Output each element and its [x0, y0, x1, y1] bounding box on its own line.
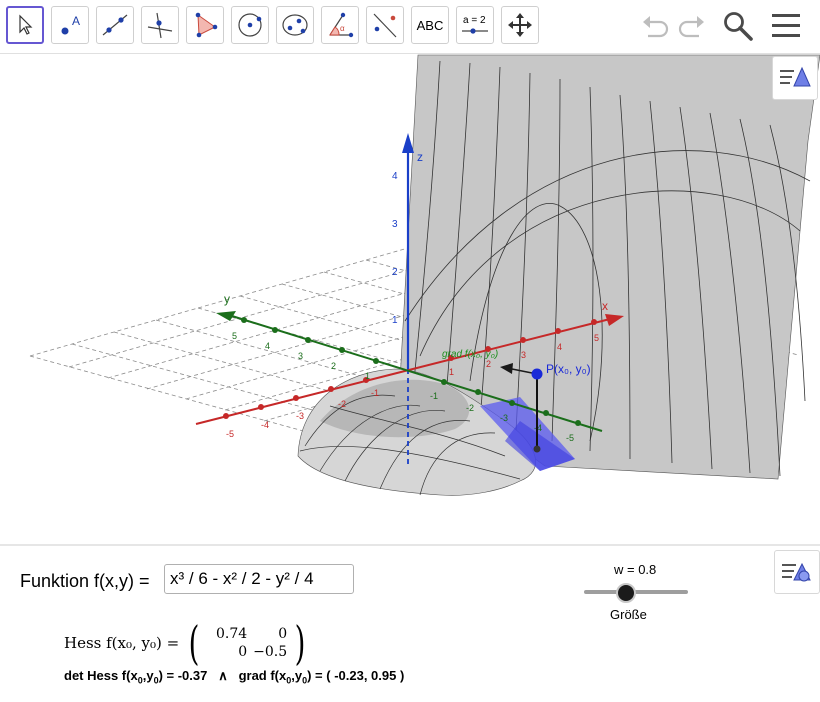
slider-track[interactable]	[584, 590, 688, 594]
main-menu-icon[interactable]	[770, 10, 802, 42]
det-label: det Hess f(x	[64, 668, 138, 683]
z-tick-3: 3	[392, 219, 398, 230]
toolbar: A α ABC a = 2	[0, 0, 820, 52]
z-tick-2: 2	[392, 267, 398, 278]
circle-icon	[238, 13, 262, 37]
angle-tool-button[interactable]: α	[321, 6, 359, 44]
slider-caption: Größe	[610, 607, 647, 622]
hess-matrix-row: Hess f(x₀, y₀) = ( 0.74 0 0 −0.5 )	[64, 620, 309, 666]
dome-mesh-lines	[299, 394, 521, 496]
y-tick-neg4: -4	[534, 423, 542, 433]
polygon-icon	[195, 12, 218, 38]
y-axis-label: y	[224, 292, 230, 306]
graphics-style-bar-toggle[interactable]	[772, 56, 818, 100]
x-tick-neg3: -3	[296, 411, 304, 421]
point-p[interactable]: P(x₀, y₀)	[531, 362, 591, 453]
x-tick-neg4: -4	[261, 420, 269, 430]
point-icon: A	[61, 14, 80, 35]
text-tool-button[interactable]: ABC	[411, 6, 449, 44]
algebra-style-bar-toggle[interactable]	[774, 550, 820, 594]
surface-shadow	[320, 379, 470, 438]
hess-matrix: ( 0.74 0 0 −0.5 )	[188, 616, 306, 670]
angle-icon: α	[329, 12, 354, 38]
move-tool-button[interactable]	[6, 6, 44, 44]
det-value: ) = -0.37	[158, 668, 208, 683]
grad-label: grad f(x₀, y₀)	[442, 349, 498, 360]
z-tick-4: 4	[392, 171, 398, 182]
y-tick-neg2: -2	[466, 403, 474, 413]
y-tick-1: 1	[365, 371, 370, 381]
line-tool-button[interactable]	[96, 6, 134, 44]
slider-tool-label: a = 2	[463, 15, 486, 26]
x-tick-5: 5	[594, 333, 599, 343]
point-tool-button[interactable]: A	[51, 6, 89, 44]
x-tick-4: 4	[557, 342, 562, 352]
line-icon	[102, 14, 128, 36]
slider-value-label: w = 0.8	[614, 562, 657, 577]
y-tick-neg5: -5	[566, 433, 574, 443]
hess-a11: 0.74	[216, 626, 248, 642]
grad-text-label: grad f(x	[238, 668, 287, 683]
reflect-tool-button[interactable]	[366, 6, 404, 44]
y-tick-4: 4	[265, 341, 270, 351]
slider-tool-button[interactable]: a = 2	[456, 6, 494, 44]
graphics-3d-canvas[interactable]: z 4 3 2 1 x -5 -4 -3 -2 -1 1 2 3	[0, 54, 820, 541]
x-tick-neg1: -1	[371, 388, 379, 398]
z-axis: z 4 3 2 1	[392, 133, 423, 466]
search-icon[interactable]	[722, 10, 754, 42]
reflect-icon	[373, 13, 397, 38]
function-label: Funktion f(x,y) =	[20, 571, 150, 591]
perpendicular-line-tool-button[interactable]	[141, 6, 179, 44]
x-tick-neg2: -2	[338, 399, 346, 409]
algebra-panel: Funktion f(x,y) = x³ / 6 - x² / 2 - y² /…	[0, 544, 820, 702]
style-bar-3d-icon	[780, 66, 811, 87]
move-graphics-view-icon	[508, 13, 532, 37]
ellipse-icon	[282, 14, 308, 36]
z-tick-1: 1	[392, 315, 398, 326]
det-grad-line: det Hess f(x0,y0) = -0.37 ∧ grad f(x0,y0…	[64, 668, 405, 686]
point-tool-label: A	[72, 14, 80, 28]
x-tick-neg5: -5	[226, 429, 234, 439]
text-tool-label: ABC	[416, 17, 444, 33]
x-tick-3: 3	[521, 350, 526, 360]
x-tick-1: 1	[449, 367, 454, 377]
and-symbol: ∧	[218, 668, 228, 683]
style-bar-2d-icon	[782, 562, 811, 582]
function-input[interactable]: x³ / 6 - x² / 2 - y² / 4	[164, 564, 354, 594]
z-axis-label: z	[417, 150, 423, 164]
y-tick-neg3: -3	[500, 413, 508, 423]
cursor-arrow-icon	[19, 14, 33, 35]
hess-label: Hess f(x₀, y₀) =	[64, 634, 180, 652]
y-tick-5: 5	[232, 331, 237, 341]
grad-value: ) = ( -0.23, 0.95 )	[307, 668, 405, 683]
graphics-view-3d[interactable]: z 4 3 2 1 x -5 -4 -3 -2 -1 1 2 3	[0, 53, 820, 541]
perpendicular-line-icon	[147, 12, 173, 39]
polygon-tool-button[interactable]	[186, 6, 224, 44]
move-view-tool-button[interactable]	[501, 6, 539, 44]
x-tick-2: 2	[486, 359, 491, 369]
y-tick-neg1: -1	[430, 391, 438, 401]
hess-a12: 0	[278, 626, 288, 642]
surface-mesh-lines	[404, 60, 811, 477]
y-axis: y 5 4 3 2 1 -1 -2 -3 -4 -5	[216, 292, 603, 443]
hess-a21: 0	[238, 644, 248, 660]
slider-knob[interactable]	[615, 583, 636, 603]
hess-a22: −0.5	[253, 644, 288, 660]
y-tick-2: 2	[331, 361, 336, 371]
x-axis: x -5 -4 -3 -2 -1 1 2 3 4 5	[195, 299, 624, 439]
undo-icon[interactable]	[640, 10, 670, 42]
y-tick-3: 3	[298, 351, 303, 361]
x-axis-label: x	[602, 299, 608, 313]
point-p-label: P(x₀, y₀)	[546, 362, 591, 376]
hess-matrix-grid: 0.74 0 0 −0.5	[207, 626, 287, 660]
slider-icon: a = 2	[462, 15, 488, 34]
redo-icon[interactable]	[677, 10, 707, 42]
svg-text:α: α	[340, 24, 345, 33]
circle-tool-button[interactable]	[231, 6, 269, 44]
tangent-plane-front	[505, 421, 575, 471]
ellipse-tool-button[interactable]	[276, 6, 314, 44]
